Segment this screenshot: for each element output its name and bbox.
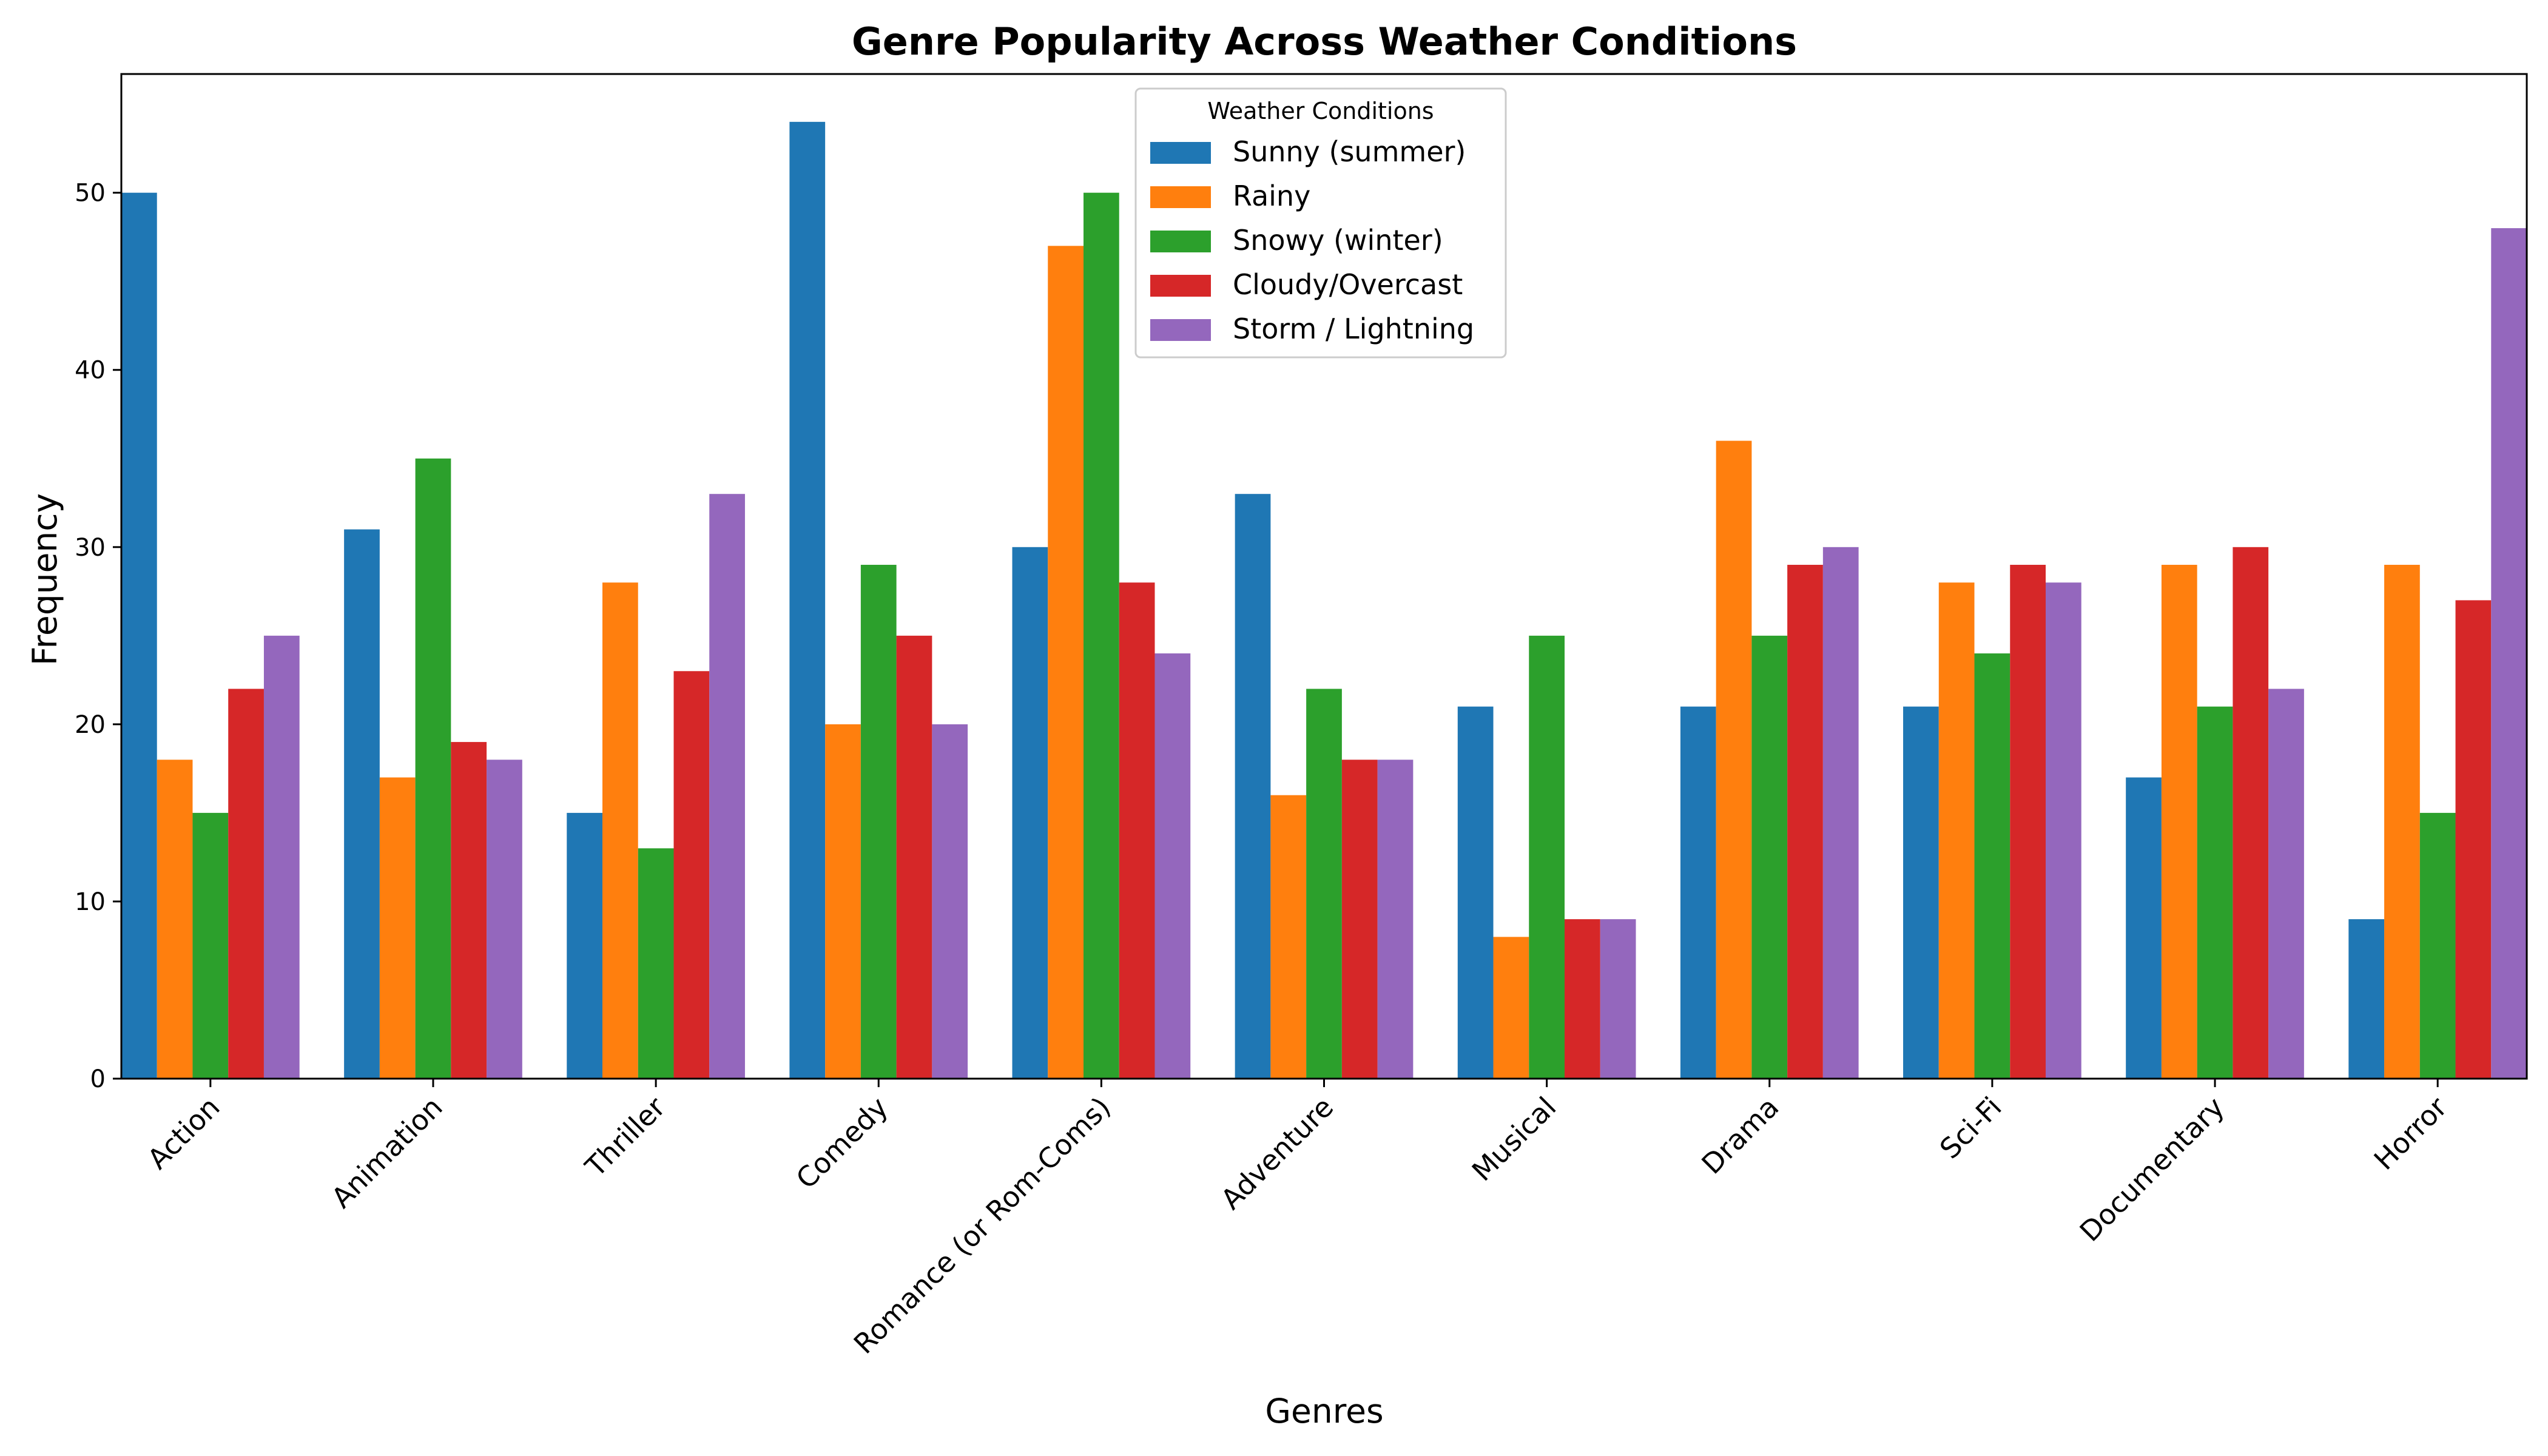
y-tick-label: 0 — [90, 1065, 106, 1093]
bar — [1565, 919, 1600, 1079]
x-tick-label: Animation — [325, 1091, 449, 1215]
legend: Weather Conditions Sunny (summer) Rainy Sno… — [1134, 87, 1507, 359]
bar — [2348, 919, 2385, 1079]
bar — [1822, 547, 1859, 1079]
y-tick-label: 20 — [75, 711, 106, 739]
legend-swatch — [1150, 186, 1211, 208]
bar — [2046, 582, 2081, 1079]
bar — [789, 121, 826, 1079]
x-tick-label: Drama — [1695, 1091, 1785, 1181]
bar — [1680, 706, 1716, 1079]
bar — [451, 742, 487, 1079]
bar — [1306, 689, 1342, 1079]
bar — [2455, 600, 2492, 1079]
bar — [1048, 246, 1084, 1079]
bar — [602, 582, 638, 1079]
x-axis-label: Genres — [1265, 1392, 1383, 1431]
bar — [415, 458, 451, 1079]
bar — [932, 724, 968, 1079]
bar — [1154, 653, 1191, 1079]
bar — [1938, 582, 1975, 1079]
legend-swatch — [1150, 319, 1211, 341]
bars-group — [121, 121, 2527, 1079]
legend-label: Cloudy/Overcast — [1233, 268, 1463, 301]
x-tick-label: Romance (or Rom-Coms) — [848, 1091, 1117, 1360]
bar — [1974, 653, 2010, 1079]
y-axis: 0 10 20 30 40 50 — [75, 180, 121, 1093]
bar — [825, 724, 861, 1079]
bar — [121, 192, 157, 1079]
bar — [2233, 547, 2269, 1079]
y-axis-label: Frequency — [25, 493, 64, 666]
x-tick-label: Horror — [2368, 1091, 2453, 1176]
bar — [1084, 192, 1119, 1079]
bar — [157, 760, 193, 1079]
bar — [2161, 565, 2197, 1079]
bar — [1119, 582, 1155, 1079]
bar — [1600, 919, 1636, 1079]
bar — [638, 848, 674, 1079]
plot-frame — [120, 73, 2528, 1080]
bar — [2419, 812, 2456, 1079]
legend-label: Snowy (winter) — [1233, 224, 1443, 257]
bar — [709, 494, 745, 1079]
legend-label: Sunny (summer) — [1233, 135, 1466, 168]
bar — [1457, 706, 1494, 1079]
bar — [1341, 760, 1378, 1079]
bar — [1751, 635, 1788, 1079]
bar — [2197, 706, 2233, 1079]
legend-swatch — [1150, 142, 1211, 164]
bar — [860, 565, 897, 1079]
bar — [487, 760, 522, 1079]
bar — [673, 671, 710, 1079]
bar — [2010, 565, 2046, 1079]
x-tick-label: Action — [141, 1091, 226, 1176]
bar — [263, 635, 300, 1079]
legend-swatch — [1150, 231, 1211, 252]
bar — [567, 812, 602, 1079]
y-tick-label: 50 — [75, 180, 106, 207]
legend-label: Storm / Lightning — [1233, 312, 1474, 345]
bar — [896, 635, 932, 1079]
bar — [1270, 795, 1307, 1079]
x-tick-label: Adventure — [1215, 1091, 1340, 1216]
bar — [1716, 440, 1752, 1079]
legend-swatch — [1150, 275, 1211, 297]
bar — [379, 777, 416, 1079]
x-tick-label: Musical — [1466, 1091, 1563, 1188]
bar — [1529, 635, 1565, 1079]
bar — [1903, 706, 1939, 1079]
chart-title: Genre Popularity Across Weather Conditio… — [852, 19, 1797, 64]
y-tick-label: 30 — [75, 534, 106, 562]
legend-label: Rainy — [1233, 180, 1310, 212]
bar — [1012, 547, 1048, 1079]
legend-box — [1134, 87, 1507, 359]
y-tick-label: 10 — [75, 888, 106, 916]
x-tick-label: Comedy — [790, 1091, 894, 1195]
bar — [344, 529, 380, 1079]
y-tick-label: 40 — [75, 357, 106, 385]
bar — [192, 812, 229, 1079]
bar — [2384, 565, 2420, 1079]
bar — [1377, 760, 1414, 1079]
x-tick-label: Thriller — [579, 1091, 672, 1184]
x-tick-label: Sci-Fi — [1933, 1091, 2008, 1165]
x-tick-label: Documentary — [2074, 1091, 2231, 1248]
legend-title: Weather Conditions — [1207, 98, 1434, 124]
bar — [1493, 937, 1529, 1079]
bar — [2491, 228, 2527, 1079]
bar — [2126, 777, 2162, 1079]
bar — [1235, 494, 1271, 1079]
bar — [2268, 689, 2304, 1079]
bar — [228, 689, 264, 1079]
bar — [1787, 565, 1823, 1079]
